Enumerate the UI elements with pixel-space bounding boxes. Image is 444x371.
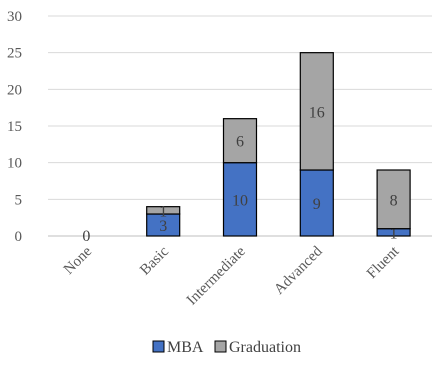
legend-swatch-mba	[152, 340, 165, 353]
x-category-label: Fluent	[364, 243, 403, 282]
y-tick-label: 20	[7, 82, 22, 98]
x-category-label: None	[61, 243, 96, 278]
data-label: 3	[159, 218, 167, 235]
y-tick-label: 15	[7, 119, 22, 135]
data-label: 0	[82, 228, 90, 245]
data-label: 6	[236, 134, 244, 151]
data-label: 10	[232, 192, 248, 209]
y-tick-label: 5	[15, 192, 23, 208]
bar-graduation	[299, 52, 334, 171]
bar-graduation	[376, 169, 411, 230]
data-label: 16	[309, 104, 325, 121]
data-label: 1	[159, 203, 167, 220]
y-tick-label: 10	[7, 156, 22, 172]
x-category-label: Advanced	[271, 243, 326, 298]
data-label: 1	[390, 225, 398, 242]
y-tick-label: 25	[7, 46, 22, 62]
x-category-label: Intermediate	[184, 243, 249, 308]
legend-label-graduation: Graduation	[229, 339, 301, 356]
y-tick-label: 0	[15, 229, 23, 245]
legend-label-mba: MBA	[167, 339, 204, 356]
bar-mba	[222, 162, 258, 237]
y-tick-label: 30	[7, 9, 22, 25]
bar-graduation	[146, 206, 181, 215]
legend-swatch-graduation	[214, 340, 227, 353]
data-label: 8	[390, 192, 398, 209]
x-category-label: Basic	[137, 243, 172, 278]
bar-graduation	[222, 118, 258, 164]
data-label: 9	[313, 196, 321, 213]
